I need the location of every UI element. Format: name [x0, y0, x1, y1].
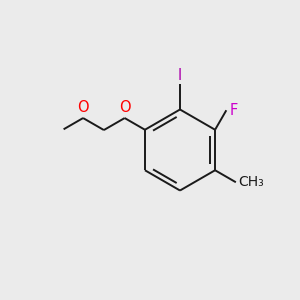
Text: O: O: [119, 100, 130, 115]
Text: I: I: [178, 68, 182, 82]
Text: O: O: [77, 100, 89, 115]
Text: CH₃: CH₃: [238, 175, 264, 189]
Text: F: F: [229, 103, 238, 118]
